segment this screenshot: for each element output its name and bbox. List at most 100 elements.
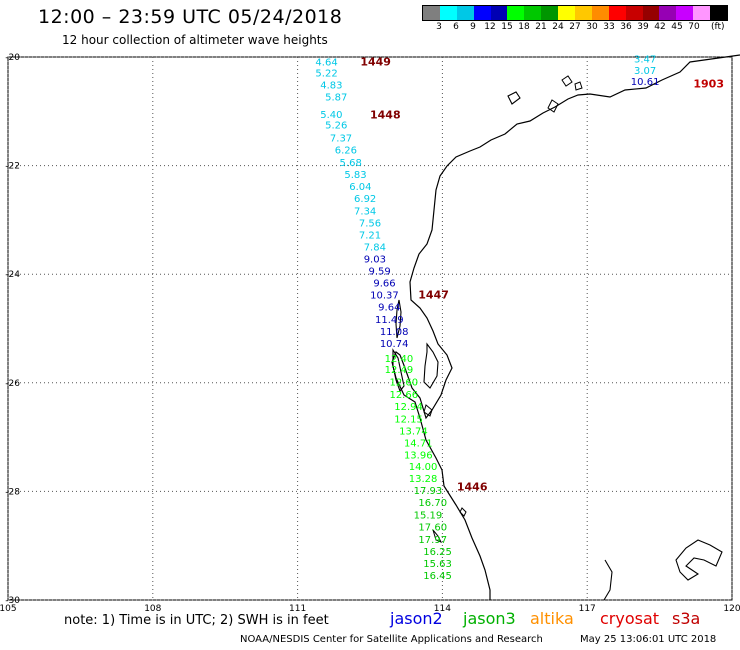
scale-swatch (541, 6, 559, 20)
wave-height-value: 10.37 (370, 291, 399, 302)
longitude-tick-label: 114 (434, 604, 451, 614)
scale-swatch (642, 6, 660, 20)
abrolhos-islands (459, 507, 467, 517)
latitude-tick-label: -22 (5, 162, 20, 172)
wave-height-value: 12.94 (394, 402, 423, 413)
dirk-hartog-island (392, 348, 405, 393)
lat-lon-grid (7, 56, 733, 601)
wave-height-value: 4.64 (315, 58, 337, 69)
wave-height-value: 5.68 (340, 158, 362, 169)
wave-height-values: 4.645.224.835.87 5.405.26 7.376.265.685.83… (315, 54, 659, 581)
scale-swatch (659, 6, 677, 20)
coastline-layer (391, 54, 740, 601)
wave-height-value: 17.97 (418, 535, 447, 546)
legend-jason3: jason3 (463, 609, 516, 628)
scale-swatch (490, 6, 508, 20)
longitude-tick-label: 108 (144, 604, 161, 614)
legend-cryosat-label: cryosat (600, 609, 660, 628)
wave-height-value: 7.56 (359, 218, 381, 229)
legend-altika-label: altika (530, 609, 574, 628)
latitude-tick-label: -24 (5, 270, 20, 280)
legend-s3a: s3a (672, 609, 700, 628)
credit-line: NOAA/NESDIS Center for Satellite Applica… (240, 634, 543, 645)
longitude-tick-label: 105 (0, 604, 17, 614)
scale-tick-label: 30 (586, 22, 598, 32)
scale-swatch (423, 6, 440, 20)
scale-swatch (591, 6, 609, 20)
wave-height-value: 13.96 (404, 450, 433, 461)
wave-height-value: 12.66 (389, 390, 418, 401)
legend-jason2: jason2 (390, 609, 443, 628)
map-frame (7, 56, 733, 601)
wave-height-value: 9.64 (378, 303, 400, 314)
wave-height-value: 10.74 (380, 339, 409, 350)
map-title: 12:00 – 23:59 UTC 05/24/2018 (38, 6, 343, 28)
wave-height-value: 15.19 (414, 511, 443, 522)
wave-height-color-scale (422, 5, 728, 21)
bernier-island (395, 299, 402, 339)
wave-height-value: 16.70 (418, 498, 447, 509)
scale-tick-label: 36 (620, 22, 632, 32)
wave-height-value: 3.07 (634, 66, 656, 77)
wave-height-value: 6.92 (354, 194, 376, 205)
scale-swatch (575, 6, 592, 20)
scale-tick-label: 27 (569, 22, 581, 32)
wave-height-value: 7.37 (330, 134, 352, 145)
wave-height-value: 5.22 (315, 69, 337, 80)
scale-tick-label: 15 (501, 22, 513, 32)
wave-height-value: 6.26 (335, 146, 357, 157)
wave-height-value: 5.87 (325, 92, 347, 103)
wave-height-value: 3.47 (634, 54, 656, 65)
wave-height-value: 9.59 (369, 267, 391, 278)
wave-height-value: 12.60 (389, 378, 418, 389)
map-subtitle: 12 hour collection of altimeter wave hei… (62, 33, 328, 47)
wave-height-value: 9.03 (364, 254, 386, 265)
scale-tick-label: 70 (688, 22, 700, 32)
southwest-coast (603, 539, 723, 601)
wave-height-value: 4.83 (320, 80, 342, 91)
legend-jason2-label: jason2 (390, 609, 443, 628)
wave-height-value: 12.49 (385, 365, 414, 376)
scale-tick-label: 42 (654, 22, 666, 32)
scale-unit-label: (ft) (711, 22, 725, 32)
wave-height-value: 5.26 (325, 121, 347, 132)
pass-time-label: 1448 (370, 108, 401, 121)
scale-swatch (625, 6, 643, 20)
legend-cryosat: cryosat (600, 609, 659, 628)
scale-swatch (456, 6, 474, 20)
scale-tick-label: 3 (436, 22, 442, 32)
scale-swatch (710, 6, 728, 20)
scale-swatch (473, 6, 491, 20)
wave-height-value: 7.84 (364, 242, 386, 253)
legend-altika: altika (530, 609, 574, 628)
wave-height-value: 5.40 (320, 110, 342, 121)
wave-height-value: 12.15 (394, 414, 423, 425)
wave-height-value: 7.34 (354, 206, 376, 217)
scale-tick-label: 24 (552, 22, 564, 32)
latitude-tick-label: -30 (5, 596, 20, 606)
wave-height-value: 12.40 (385, 354, 414, 365)
pass-time-labels: 1449 1448 1447 1446 1903 (360, 56, 724, 494)
legend-jason3-label: jason3 (463, 609, 516, 628)
axis-labels: 105 108 111 114 117 120 -20 -22 -24 -26 -28 -30 (0, 53, 740, 614)
pass-time-label: 1903 (693, 77, 724, 90)
wave-height-value: 14.71 (404, 438, 433, 449)
scale-swatch (608, 6, 626, 20)
wave-height-value: 17.60 (418, 522, 447, 533)
pass-time-label: 1446 (457, 480, 488, 493)
wave-height-value: 13.74 (399, 426, 428, 437)
pass-time-label: 1449 (360, 56, 391, 69)
wave-height-value: 9.66 (373, 279, 395, 290)
wave-height-value: 15.63 (423, 559, 452, 570)
generated-timestamp: May 25 13:06:01 UTC 2018 (580, 634, 717, 645)
wave-height-value: 7.21 (359, 230, 381, 241)
wave-height-value: 11.49 (375, 315, 404, 326)
wave-height-value: 13.28 (409, 474, 438, 485)
scale-swatch (558, 6, 576, 20)
scale-swatch (676, 6, 694, 20)
scale-tick-label: 9 (470, 22, 476, 32)
wave-height-value: 6.04 (349, 182, 371, 193)
peron-peninsula (423, 342, 439, 389)
latitude-tick-label: -26 (5, 379, 20, 389)
